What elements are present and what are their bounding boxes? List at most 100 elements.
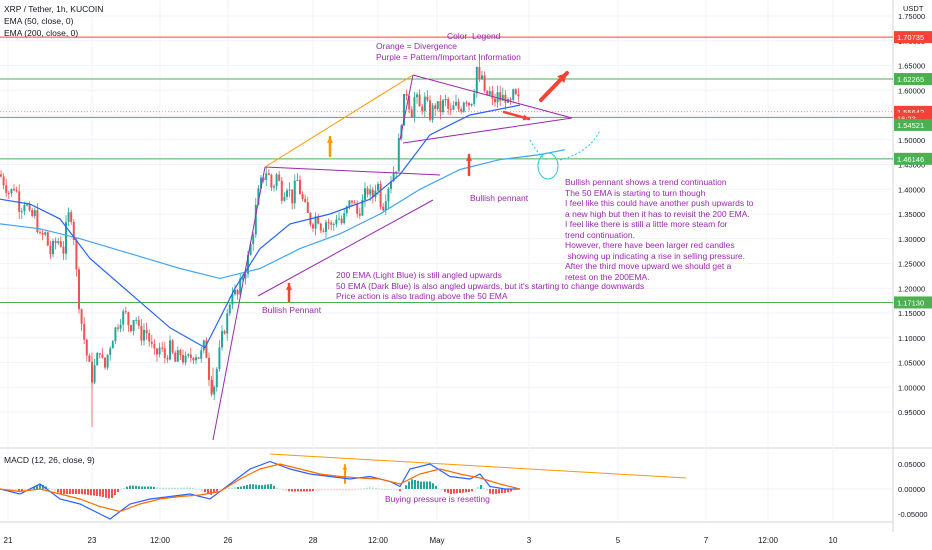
candle-body (36, 210, 39, 233)
candle-body (46, 232, 49, 246)
macd-histogram-bar (456, 489, 458, 494)
macd-histogram-bar (231, 487, 233, 489)
candle-body (208, 357, 210, 380)
candle-body (101, 354, 104, 358)
macd-histogram-bar (159, 487, 161, 489)
signal-line (0, 463, 521, 513)
candle-body (491, 91, 494, 99)
candle-body (358, 213, 361, 216)
candle-body (10, 189, 13, 194)
macd-histogram-bar (267, 484, 269, 489)
candle-body (104, 357, 106, 368)
macd-histogram-bar (501, 489, 503, 494)
macd-histogram-bar (276, 487, 278, 489)
candle-body (202, 340, 205, 351)
candle-body (322, 230, 325, 232)
price-badge-text: 1.70735 (897, 33, 924, 42)
candle-body (405, 93, 408, 96)
candle-body (137, 319, 140, 326)
macd-histogram-bar (36, 485, 38, 489)
macd-histogram-bar (513, 489, 515, 491)
macd-histogram-bar (462, 489, 464, 493)
right-note: Bullish pennant shows a trend continuati… (565, 177, 754, 282)
pennant-upper-right (412, 74, 573, 119)
macd-histogram-bar (420, 481, 422, 489)
candle-body (176, 350, 179, 362)
candle-body (364, 188, 366, 200)
macd-histogram-bar (477, 487, 479, 489)
legend-title: Color Legend (447, 31, 501, 41)
time-tick-label: 7 (704, 536, 709, 545)
bullish-pennant-right-label: Bullish pennant (470, 193, 529, 203)
macd-histogram-bar (141, 486, 143, 489)
candle-body (169, 340, 171, 360)
candle-body (252, 234, 255, 245)
macd-histogram-bar (426, 481, 428, 489)
macd-histogram-bar (69, 489, 71, 494)
macd-histogram-bar (162, 487, 164, 489)
macd-histogram-bar (384, 489, 386, 490)
candle-body (273, 186, 275, 188)
price-tick-label: 1.00000 (898, 383, 925, 392)
candle-body (239, 278, 242, 295)
price-badge-text: 1.17130 (897, 298, 924, 307)
candle-body (221, 331, 223, 348)
macd-histogram-bar (402, 489, 404, 490)
macd-histogram-bar (273, 485, 275, 489)
price-tick-label: 1.75000 (898, 12, 925, 21)
macd-histogram-bar (48, 488, 50, 489)
candle-body (426, 96, 429, 101)
macd-histogram-bar (453, 489, 455, 494)
macd-note: Buying pressure is resetting (385, 494, 490, 504)
macd-histogram-bar (429, 481, 431, 489)
candle-body (351, 200, 353, 203)
macd-histogram-bar (105, 489, 107, 498)
price-badge (894, 73, 932, 86)
macd-up-arrow-head (342, 465, 348, 470)
macd-histogram-bar (279, 489, 281, 490)
macd-histogram-bar (393, 489, 395, 490)
breakout-arrow-head (557, 73, 567, 84)
macd-histogram-bar (288, 489, 290, 492)
candle-body (449, 108, 452, 110)
candle-body (517, 94, 520, 97)
candle-body (265, 173, 268, 180)
macd-histogram-bar (378, 488, 380, 490)
macd-histogram-bar (423, 481, 425, 489)
macd-histogram-bar (396, 489, 398, 491)
macd-histogram-bar (117, 489, 119, 492)
candle-body (192, 357, 195, 361)
projection-curve (559, 129, 601, 161)
candle-body (205, 340, 208, 358)
macd-histogram-bar (354, 489, 356, 490)
candle-body (171, 340, 174, 353)
candle-body (228, 304, 231, 314)
candle-body (431, 105, 434, 120)
currency-label: USDT (903, 4, 924, 13)
candle-body (39, 232, 41, 234)
macd-histogram-bar (192, 487, 194, 489)
candle-body (348, 200, 351, 207)
macd-histogram-bar (342, 489, 344, 491)
candle-body (262, 177, 265, 180)
candle-body (257, 188, 260, 205)
macd-histogram-bar (177, 487, 179, 489)
time-tick-label: 26 (224, 536, 233, 545)
macd-histogram-bar (24, 489, 26, 490)
macd-histogram-bar (213, 489, 215, 494)
candles-group (0, 59, 520, 401)
macd-histogram-bar (21, 489, 23, 492)
up-arrow-red-head (285, 284, 293, 290)
macd-histogram-bar (27, 488, 29, 490)
macd-histogram-bar (261, 485, 263, 489)
candle-body (382, 206, 385, 211)
macd-tick-label: 0.00000 (898, 485, 925, 494)
candle-body (163, 348, 166, 358)
price-badge (894, 31, 932, 44)
macd-histogram-bar (240, 486, 242, 489)
retest-circle (537, 152, 559, 180)
macd-tick-label: -0.05000 (898, 510, 928, 519)
candle-body (379, 183, 382, 207)
